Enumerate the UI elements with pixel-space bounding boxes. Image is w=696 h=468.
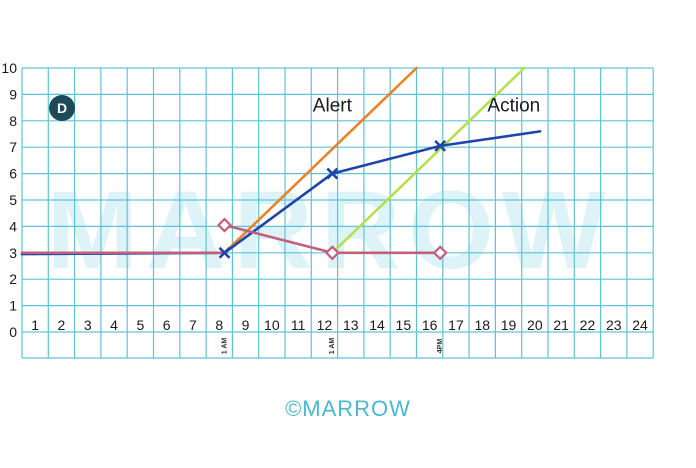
time-label: 4PM [437,339,444,354]
x-tick-label: 8 [215,317,223,333]
y-tick-label: 4 [9,218,17,234]
x-tick-label: 15 [396,317,412,333]
x-tick-label: 19 [501,317,517,333]
y-tick-label: 6 [9,166,17,182]
x-tick-label: 20 [527,317,543,333]
time-label: 1 AM [221,338,228,355]
x-tick-label: 4 [110,317,118,333]
series-line-action [331,66,526,255]
badge-label: D [57,100,67,116]
x-tick-label: 11 [291,317,306,333]
marker-x [326,167,339,180]
marker-x [434,139,447,152]
y-tick-label: 7 [9,139,17,155]
x-tick-label: 22 [580,317,596,333]
chart-grid [21,67,654,359]
x-tick-label: 24 [632,317,648,333]
x-tick-label: 21 [553,317,569,333]
badge-circle [49,95,75,121]
y-tick-label: 5 [9,192,17,208]
x-tick-label: 16 [422,317,438,333]
x-tick-label: 6 [163,317,171,333]
y-tick-label: 1 [9,298,17,314]
x-tick-label: 2 [58,317,66,333]
x-tick-label: 10 [264,317,280,333]
y-tick-label: 3 [9,245,17,261]
x-axis-ticks: 1 2 3 4 5 6 7 8 9 10 11 12 13 14 15 16 17 18 19 20 21 22 23 24 [31,317,648,333]
marker-x [218,246,231,259]
annotations: Alert Action [313,96,540,117]
annotation-label: Alert [313,96,353,117]
y-tick-label: 2 [9,271,17,287]
x-tick-label: 12 [317,317,333,333]
x-tick-label: 1 [31,317,39,333]
y-tick-label: 10 [1,60,17,76]
series-markers [216,139,448,261]
y-axis-ticks: 0 1 2 3 4 5 6 7 8 9 10 [1,60,17,340]
y-tick-label: 0 [9,324,17,340]
time-label: 1 AM [329,338,336,355]
marker-diamond [324,245,340,261]
x-tick-label: 13 [343,317,359,333]
y-tick-label: 9 [9,86,17,102]
time-labels: 1 AM 1 AM 4PM [221,338,444,355]
marker-diamond [216,217,233,233]
x-tick-label: 23 [606,317,622,333]
watermark-text: MARROW [46,169,613,292]
x-tick-label: 18 [474,317,490,333]
x-tick-label: 7 [189,317,197,333]
x-tick-label: 5 [136,317,144,333]
x-tick-label: 14 [369,317,385,333]
copyright-footer: ©MARROW [285,396,411,421]
y-tick-label: 8 [9,113,17,129]
marker-diamond [432,245,448,261]
x-tick-label: 17 [448,317,464,333]
badge-d: D [49,95,75,121]
x-tick-label: 3 [84,317,92,333]
series-line-alert [223,66,418,255]
x-tick-label: 9 [242,317,250,333]
annotation-label: Action [487,96,540,117]
